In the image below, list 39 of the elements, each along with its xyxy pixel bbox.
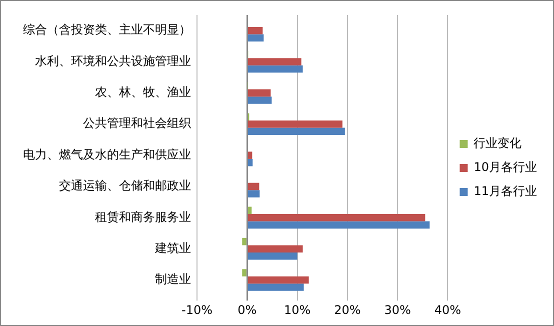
bar	[248, 221, 430, 229]
x-tick-label: -10%	[181, 302, 213, 317]
bar	[248, 206, 252, 214]
bar	[248, 89, 271, 97]
legend-label: 10月各行业	[474, 160, 538, 174]
bar	[248, 128, 345, 136]
legend-label: 11月各行业	[474, 184, 538, 198]
x-tick-label: 20%	[334, 302, 361, 317]
bar	[248, 158, 253, 166]
y-tick-label: 公共管理和社会组织	[83, 116, 191, 130]
bar	[248, 190, 260, 198]
y-tick-label: 交通运输、仓储和邮政业	[59, 178, 191, 193]
y-tick-label: 制造业	[155, 272, 191, 286]
x-tick-label: 0%	[238, 302, 257, 317]
bar	[248, 96, 272, 104]
y-tick-label: 建筑业	[154, 240, 191, 255]
x-tick-label: 30%	[384, 302, 411, 317]
x-tick-label: 10%	[284, 302, 311, 317]
bar	[248, 65, 303, 73]
bar	[242, 238, 246, 246]
y-tick-label: 综合（含投资类、主业不明显）	[23, 22, 191, 37]
y-tick-label: 农、林、牧、渔业	[95, 85, 191, 100]
bar	[248, 276, 309, 284]
bar	[248, 152, 252, 159]
bar	[248, 284, 304, 291]
bar	[248, 34, 264, 42]
y-tick-label: 租赁和商务服务业	[95, 210, 191, 224]
bar	[248, 252, 298, 260]
bar	[248, 58, 302, 66]
x-tick-label: 40%	[434, 302, 462, 317]
legend-label: 行业变化	[474, 136, 522, 150]
y-tick-label: 水利、环境和公共设施管理业	[35, 54, 191, 68]
y-tick-label: 电力、燃气及水的生产和供应业	[23, 147, 191, 162]
bar	[248, 26, 263, 34]
bar	[248, 245, 303, 252]
bar	[248, 214, 426, 222]
bar	[248, 182, 260, 190]
bar	[242, 269, 246, 276]
bar	[248, 120, 342, 128]
